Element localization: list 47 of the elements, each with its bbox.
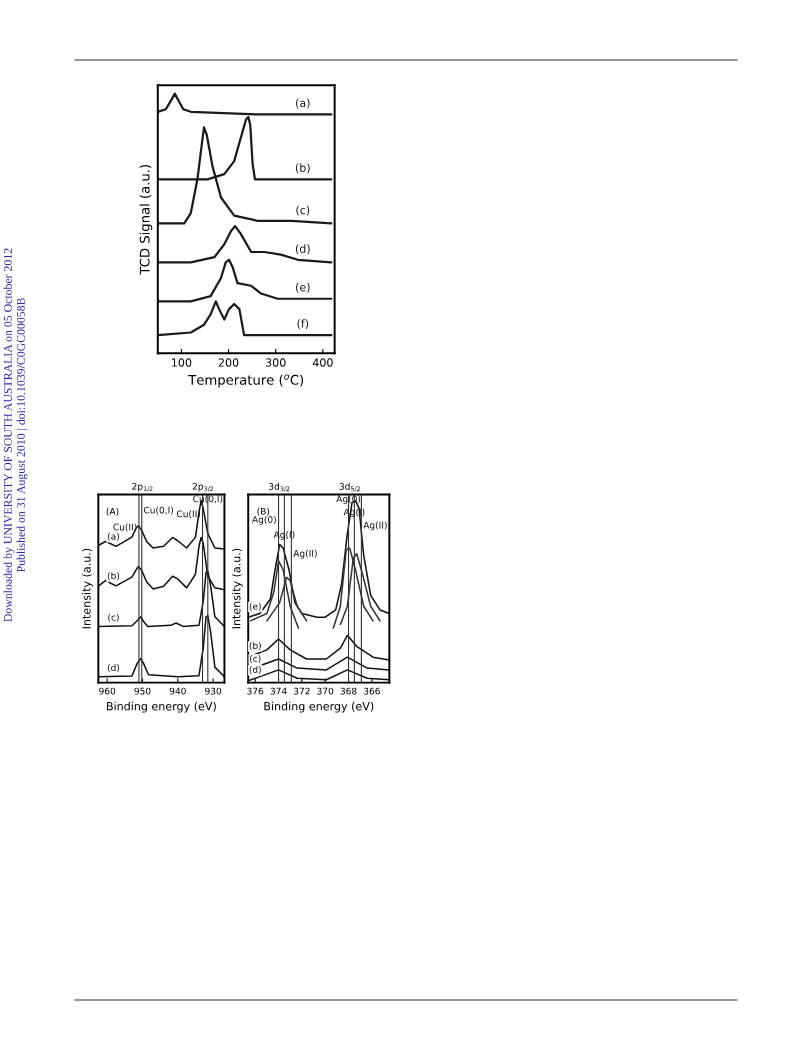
text: Published on 31 August 2010 | doi:10.1039/C0GC00058B [16,298,28,573]
text: 3d$_{5/2}$ [339,482,360,492]
series-label: (c) [296,205,310,216]
x-tick-label: 960 [99,687,116,695]
x-tick-label: 372 [293,687,310,695]
x-tick-label: 950 [134,687,151,695]
series-label: (b) [295,163,310,174]
ref-line-label: Ag(II) [363,521,387,531]
x-tick-label: 300 [265,358,286,367]
ref-line-label: Ag(II) [293,549,317,559]
x-tick-label: 100 [172,358,192,367]
x-tick-label: 200 [218,358,239,367]
series-label: (d) [295,244,310,255]
series-label: (e) [249,602,261,611]
ref-line-label: Cu(II) [113,523,137,532]
annotation: (A) [106,507,119,516]
x-tick-label: 370 [317,687,334,695]
x-tick-label: 374 [270,687,287,695]
x-axis-title: Temperature ($^{o}$C) [188,374,304,388]
x-tick-label: 400 [312,358,333,367]
x-axis-title: Binding energy (eV) [107,701,216,713]
x-axis-title: Binding energy (eV) [264,701,374,713]
x-tick-label: 368 [340,687,357,695]
series-label: (d) [107,664,120,673]
series-label: (a) [296,98,310,109]
ref-line-label: Cu(0,I) [143,506,174,515]
text: 2p$_{3/2}$ [192,482,213,492]
text: 3d$_{3/2}$ [269,482,290,492]
text: 2p$_{1/2}$ [132,482,153,492]
x-tick-label: 366 [363,687,380,695]
series-label: (d) [249,665,261,674]
series-label: (f) [297,319,309,330]
series-label: (c) [250,655,261,664]
text: Downloaded by UNIVERSITY OF SOUTH AUSTRALIA on 05 October 2012 [3,248,15,622]
series-label: (b) [249,642,261,651]
series-label: (c) [108,613,119,622]
x-tick-label: 376 [247,687,264,695]
series-label: (b) [107,572,120,581]
annotation: (B) [257,507,270,516]
y-axis-title: Intensity (a.u.) [82,548,93,629]
series-label: (e) [296,282,310,293]
ref-line-label: Ag(0) [252,515,276,525]
x-tick-label: 940 [169,687,186,695]
y-axis-title: TCD Signal (a.u.) [139,165,153,275]
x-tick-label: 930 [205,687,222,695]
y-axis-title: Intensity (a.u.) [231,548,243,629]
series-label: (a) [107,532,119,541]
